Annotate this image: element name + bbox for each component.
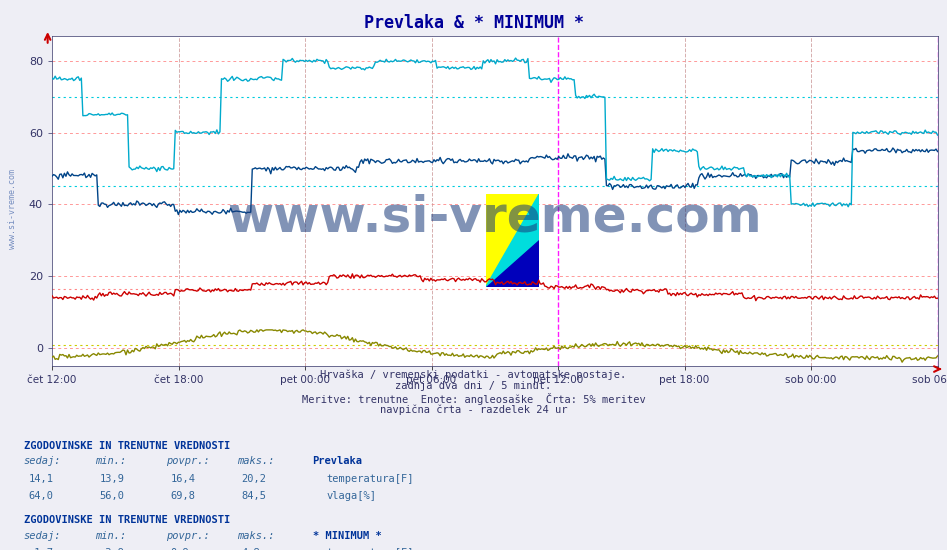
- Text: -3,9: -3,9: [99, 548, 124, 550]
- Text: povpr.:: povpr.:: [166, 456, 209, 466]
- Text: temperatura[F]: temperatura[F]: [327, 548, 414, 550]
- Text: Prevlaka: Prevlaka: [313, 456, 363, 466]
- Text: navpična črta - razdelek 24 ur: navpična črta - razdelek 24 ur: [380, 404, 567, 415]
- Text: maks.:: maks.:: [237, 456, 275, 466]
- Text: Hrvaška / vremenski podatki - avtomatske postaje.: Hrvaška / vremenski podatki - avtomatske…: [320, 370, 627, 380]
- Text: www.si-vreme.com: www.si-vreme.com: [8, 169, 17, 249]
- Text: 69,8: 69,8: [170, 491, 195, 501]
- Text: -1,7: -1,7: [28, 548, 53, 550]
- Text: sedaj:: sedaj:: [24, 531, 62, 541]
- Text: 20,2: 20,2: [241, 474, 266, 484]
- Text: www.si-vreme.com: www.si-vreme.com: [227, 193, 762, 241]
- Text: 16,4: 16,4: [170, 474, 195, 484]
- Text: 4,8: 4,8: [241, 548, 260, 550]
- Text: sedaj:: sedaj:: [24, 456, 62, 466]
- Text: min.:: min.:: [95, 531, 126, 541]
- Text: ZGODOVINSKE IN TRENUTNE VREDNOSTI: ZGODOVINSKE IN TRENUTNE VREDNOSTI: [24, 441, 230, 451]
- Text: maks.:: maks.:: [237, 531, 275, 541]
- Text: zadnja dva dni / 5 minut.: zadnja dva dni / 5 minut.: [396, 381, 551, 391]
- Text: min.:: min.:: [95, 456, 126, 466]
- Text: Meritve: trenutne  Enote: angleosaške  Črta: 5% meritev: Meritve: trenutne Enote: angleosaške Črt…: [302, 393, 645, 405]
- Text: 0,9: 0,9: [170, 548, 189, 550]
- Text: ZGODOVINSKE IN TRENUTNE VREDNOSTI: ZGODOVINSKE IN TRENUTNE VREDNOSTI: [24, 515, 230, 525]
- Text: 84,5: 84,5: [241, 491, 266, 501]
- Text: 14,1: 14,1: [28, 474, 53, 484]
- Text: 64,0: 64,0: [28, 491, 53, 501]
- Text: vlaga[%]: vlaga[%]: [327, 491, 377, 501]
- Text: * MINIMUM *: * MINIMUM *: [313, 531, 382, 541]
- Text: povpr.:: povpr.:: [166, 531, 209, 541]
- Text: 13,9: 13,9: [99, 474, 124, 484]
- Text: 56,0: 56,0: [99, 491, 124, 501]
- Text: temperatura[F]: temperatura[F]: [327, 474, 414, 484]
- Text: Prevlaka & * MINIMUM *: Prevlaka & * MINIMUM *: [364, 14, 583, 32]
